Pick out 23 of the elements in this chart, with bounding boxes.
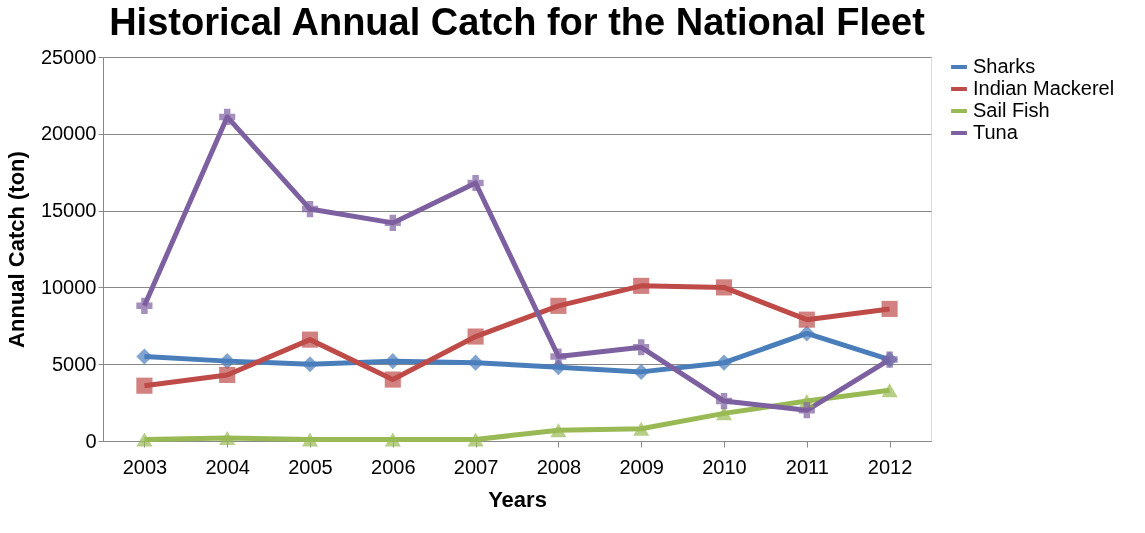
legend-label: Sail Fish	[973, 99, 1050, 121]
y-tick-label: 15000	[40, 199, 97, 222]
x-tick-label: 2006	[371, 455, 416, 478]
y-tick-label: 0	[85, 429, 97, 452]
x-tick-label: 2005	[288, 455, 333, 478]
x-tick-label: 2003	[122, 455, 168, 478]
y-tick-label: 10000	[40, 275, 97, 298]
x-tick-label: 2007	[453, 455, 499, 478]
y-tick-label: 20000	[40, 122, 97, 145]
y-axis-title: Annual Catch (ton)	[3, 151, 29, 348]
x-axis-title: Years	[488, 486, 547, 512]
x-tick-label: 2011	[785, 455, 829, 478]
legend-label: Sharks	[973, 55, 1036, 77]
chart-title: Historical Annual Catch for the National Fleet	[109, 1, 926, 43]
y-tick-label: 5000	[52, 352, 97, 375]
x-tick-label: 2010	[702, 455, 747, 478]
x-tick-label: 2012	[867, 455, 913, 478]
x-tick-label: 2004	[205, 455, 250, 478]
legend-label: Indian Mackerel	[973, 77, 1115, 99]
y-tick-label: 25000	[40, 45, 97, 68]
x-tick-label: 2009	[619, 455, 664, 478]
x-tick-label: 2008	[536, 455, 582, 478]
legend-label: Tuna	[973, 121, 1019, 143]
